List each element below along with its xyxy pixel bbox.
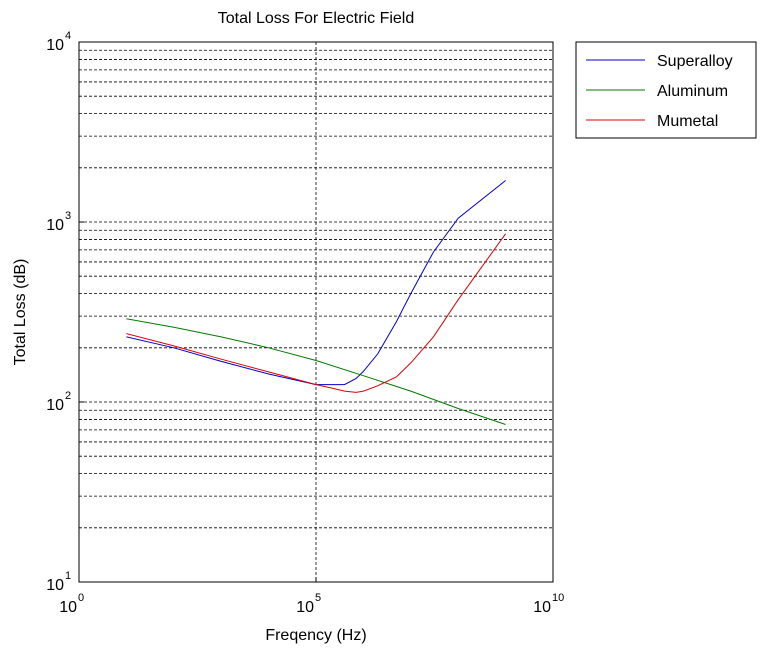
series-line-mumetal bbox=[126, 233, 507, 393]
x-axis-label: Freqency (Hz) bbox=[265, 627, 366, 644]
legend-item-aluminum: Aluminum bbox=[586, 83, 728, 100]
y-tick-base: 10 bbox=[46, 397, 64, 414]
y-tick-exponent: 2 bbox=[65, 390, 71, 402]
legend: Superalloy Aluminum Mumetal bbox=[575, 41, 757, 139]
legend-item-superalloy: Superalloy bbox=[586, 53, 733, 70]
series-line-superalloy bbox=[126, 180, 506, 386]
y-tick-exponent: 1 bbox=[65, 570, 71, 582]
y-tick-label: 103 bbox=[46, 210, 71, 234]
y-axis-label: Total Loss (dB) bbox=[12, 259, 29, 366]
y-tick-label: 102 bbox=[46, 390, 71, 414]
y-tick-base: 10 bbox=[46, 217, 64, 234]
y-tick-exponent: 4 bbox=[65, 30, 71, 42]
series-layer bbox=[126, 180, 507, 425]
legend-label: Superalloy bbox=[657, 53, 733, 70]
x-tick-base: 10 bbox=[533, 599, 551, 616]
x-tick-exponent: 0 bbox=[78, 592, 84, 604]
x-tick-exponent: 10 bbox=[552, 592, 564, 604]
y-tick-base: 10 bbox=[46, 37, 64, 54]
x-tick-exponent: 5 bbox=[315, 592, 321, 604]
y-tick-exponent: 3 bbox=[65, 210, 71, 222]
x-tick-base: 10 bbox=[296, 599, 314, 616]
y-tick-label: 101 bbox=[46, 570, 71, 594]
chart-title: Total Loss For Electric Field bbox=[218, 10, 415, 27]
legend-label: Aluminum bbox=[657, 83, 728, 100]
grid bbox=[79, 42, 553, 582]
series-line-aluminum bbox=[126, 318, 506, 425]
x-tick-label: 105 bbox=[296, 592, 321, 616]
y-tick-label: 104 bbox=[46, 30, 71, 54]
legend-item-mumetal: Mumetal bbox=[586, 113, 718, 130]
y-tick-base: 10 bbox=[46, 577, 64, 594]
x-tick-base: 10 bbox=[59, 599, 77, 616]
legend-label: Mumetal bbox=[657, 113, 718, 130]
x-tick-label: 100 bbox=[59, 592, 84, 616]
